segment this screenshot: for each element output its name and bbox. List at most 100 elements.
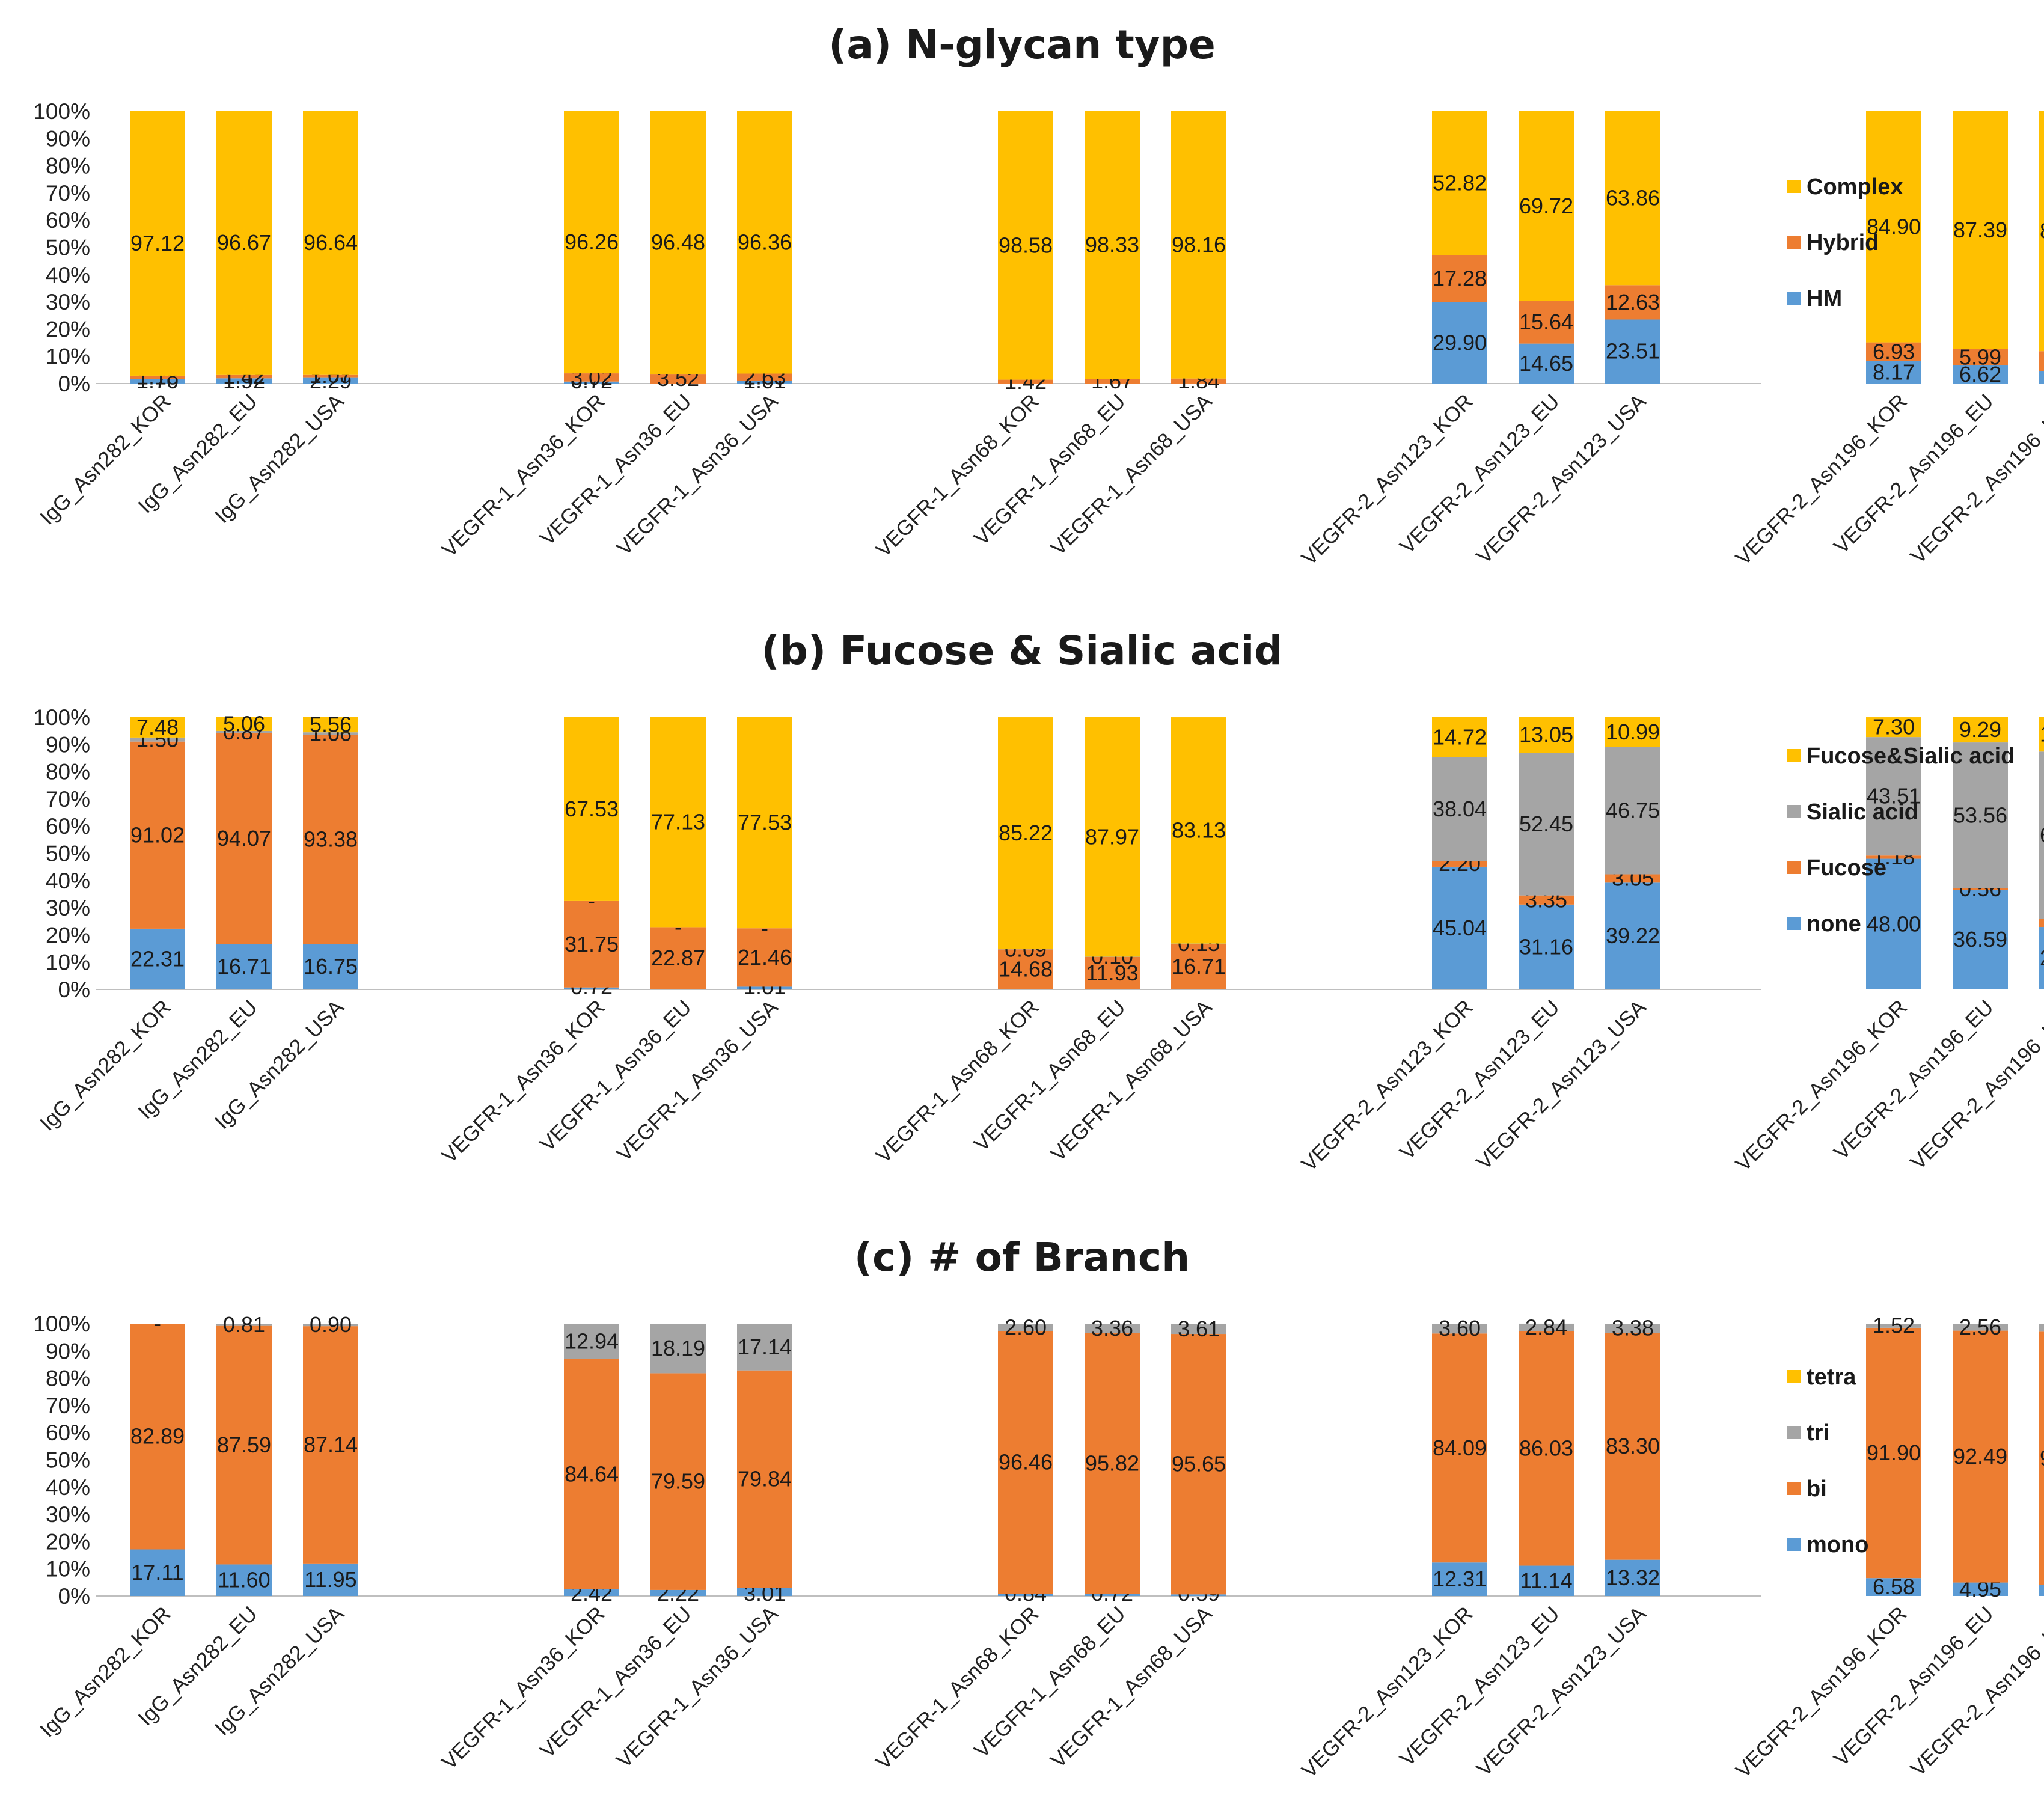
data-label: 96.46 (999, 1450, 1053, 1475)
bar-segment-hybrid (2039, 351, 2044, 371)
data-label: 91.02 (130, 822, 185, 847)
bar-segment-hybrid (1519, 301, 1574, 344)
y-tick-label: 80% (46, 1366, 90, 1391)
bar-segment-bi (737, 1370, 792, 1588)
y-tick-label: 90% (46, 732, 90, 757)
data-label: 11.93 (1086, 961, 1138, 985)
bar-segment-fucose-sialic-acid (998, 717, 1053, 950)
legend-label: none (1807, 911, 1861, 937)
bar-segment-complex (1866, 111, 1921, 343)
bar-segment-fucose (1605, 874, 1660, 883)
bar-segment-bi (303, 1326, 358, 1564)
legend-label: Hybrid (1807, 230, 1879, 255)
y-tick-label: 50% (46, 842, 90, 866)
bar-segment-fucose-sialic-acid (1171, 717, 1226, 944)
data-label: 87.97 (1085, 824, 1139, 849)
x-tick-label: VEGFR-2_Asn196_EU (1829, 1602, 1998, 1771)
bar-segment-tri (1953, 1324, 2008, 1331)
data-label: 13.05 (1519, 723, 1573, 747)
bar-segment-fucose-sialic-acid (1605, 717, 1660, 747)
x-tick-label: VEGFR-2_Asn196_KOR (1731, 1602, 1912, 1782)
bar-segment-bi (564, 1359, 619, 1590)
bar-segment-mono (1171, 1594, 1226, 1596)
legend-label: Complex (1807, 174, 1903, 200)
data-label: 83.13 (1172, 818, 1226, 842)
bar-segment-sialic-acid (216, 730, 272, 733)
data-label: - (154, 1311, 161, 1336)
legend-swatch (1787, 180, 1801, 193)
legend-swatch (1787, 236, 1801, 249)
data-label: 79.84 (738, 1467, 792, 1491)
x-tick-label: VEGFR-2_Asn123_EU (1395, 995, 1564, 1164)
data-label: 9.29 (1959, 717, 2001, 742)
legend-swatch (1787, 749, 1801, 762)
data-label: 91.90 (1867, 1440, 1921, 1465)
bar-segment-hybrid (1605, 285, 1660, 320)
bar-segment-fucose (1171, 944, 1226, 989)
data-label: 79.59 (651, 1469, 705, 1494)
bar-segment-hm (2039, 371, 2044, 384)
bar-segment-complex (1953, 111, 2008, 349)
y-tick-label: 20% (46, 923, 90, 947)
legend-label: tetra (1807, 1365, 1856, 1390)
legend-label: mono (1807, 1532, 1868, 1558)
bar-segment-fucose-sialic-acid (303, 717, 358, 733)
y-tick-label: 10% (46, 950, 90, 975)
bar-segment-tri (303, 1324, 358, 1327)
bar-segment-bi (1171, 1334, 1226, 1595)
legend-swatch (1787, 1370, 1801, 1383)
data-label: 5.06 (223, 711, 265, 736)
bar-segment-hybrid (303, 374, 358, 378)
bar-segment-complex (130, 111, 185, 376)
x-tick-label: VEGFR-1_Asn36_KOR (437, 995, 609, 1167)
x-tick-label: VEGFR-2_Asn123_EU (1395, 390, 1564, 558)
bar-segment-fucose (1519, 895, 1574, 905)
bar-segment-fucose (1953, 888, 2008, 890)
x-tick-label: VEGFR-2_Asn196_KOR (1731, 995, 1912, 1176)
legend-label: HM (1807, 286, 1842, 311)
y-tick-label: 30% (46, 290, 90, 314)
bar-segment-fucose (216, 733, 272, 944)
bar-segment-sialic-acid (1519, 753, 1574, 896)
y-tick-label: 0% (58, 977, 90, 1002)
bar-segment-tri (1605, 1324, 1660, 1333)
bar-segment-complex (2039, 111, 2044, 352)
bar-segment-hybrid (998, 379, 1053, 384)
bar-segment-bi (2039, 1331, 2044, 1585)
y-tick-label: 50% (46, 236, 90, 260)
y-tick-label: 50% (46, 1448, 90, 1473)
legend-swatch (1787, 1482, 1801, 1495)
bar-segment-complex (1171, 111, 1226, 379)
legend-swatch (1787, 861, 1801, 874)
data-label: 97.12 (130, 231, 185, 255)
data-label: 98.16 (1172, 232, 1226, 257)
bar-segment-none (1432, 866, 1487, 989)
bar-segment-fucose-sialic-acid (2039, 717, 2044, 752)
bar-segment-sialic-acid (1605, 747, 1660, 875)
bar-segment-mono (1085, 1594, 1140, 1596)
data-label: 52.45 (1519, 812, 1573, 836)
data-label: 11.60 (218, 1568, 270, 1592)
data-label: 84.09 (1433, 1435, 1487, 1460)
y-tick-label: 10% (46, 344, 90, 369)
bar-segment-fucose (130, 741, 185, 929)
bar-segment-hm (1519, 343, 1574, 384)
x-tick-label: VEGFR-1_Asn68_USA (1046, 390, 1217, 560)
data-label: 45.04 (1433, 916, 1487, 940)
bar-segment-hybrid (1953, 349, 2008, 366)
data-label: 16.75 (304, 954, 358, 979)
legend-swatch (1787, 1538, 1801, 1551)
x-tick-label: VEGFR-1_Asn36_EU (536, 995, 696, 1156)
x-tick-label: VEGFR-2_Asn123_KOR (1297, 390, 1478, 570)
bar-segment-none (303, 944, 358, 989)
x-tick-label: VEGFR-1_Asn68_EU (970, 995, 1130, 1156)
data-label: 13.32 (1606, 1565, 1660, 1590)
data-label: 69.72 (1519, 194, 1573, 218)
x-tick-label: VEGFR-1_Asn68_USA (1046, 1602, 1217, 1773)
y-tick-label: 30% (46, 1502, 90, 1527)
x-tick-label: VEGFR-2_Asn196_KOR (1731, 390, 1912, 570)
bar-segment-fucose-sialic-acid (1085, 717, 1140, 957)
x-tick-label: VEGFR-1_Asn36_USA (612, 1602, 783, 1773)
data-label: 96.64 (304, 230, 358, 255)
bar-segment-fucose-sialic-acid (737, 717, 792, 929)
